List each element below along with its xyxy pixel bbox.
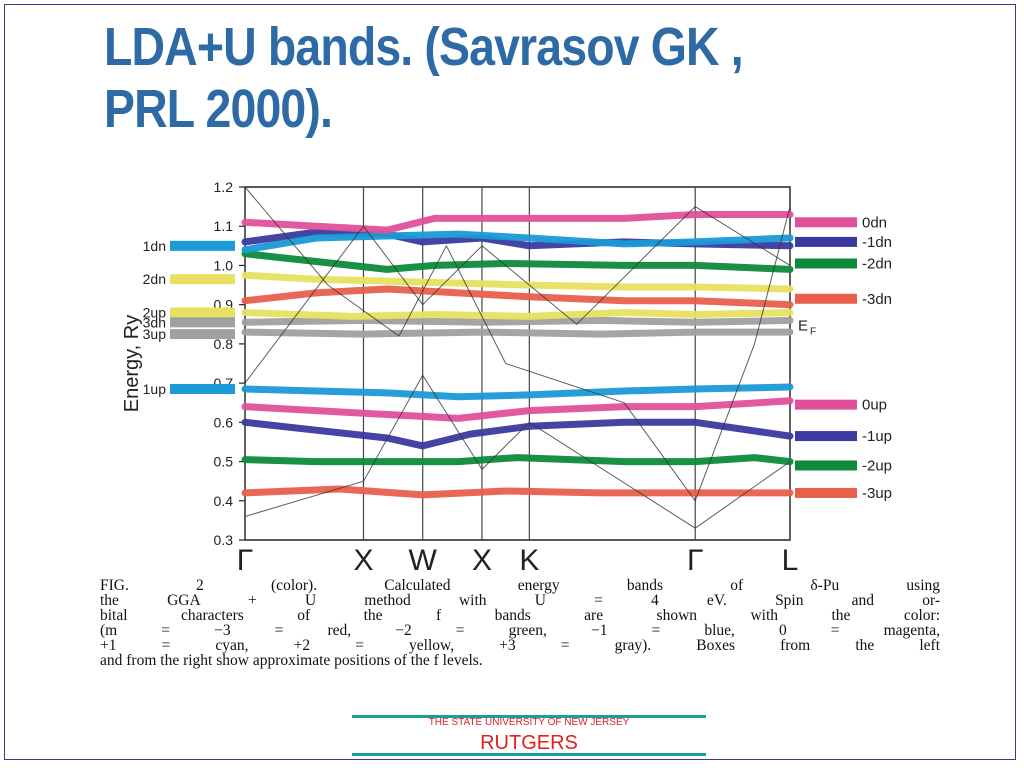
right-level-label: -3dn bbox=[862, 291, 892, 308]
right-level-label: -1dn bbox=[862, 234, 892, 251]
figure-caption: FIG. 2 (color). Calculated energy bands … bbox=[100, 577, 940, 669]
f-band-magenta bbox=[241, 397, 794, 422]
kpoint-label: X bbox=[353, 544, 373, 575]
right-level-label: -2up bbox=[862, 457, 892, 474]
footer-rule-bottom bbox=[352, 753, 706, 756]
caption-line: FIG. 2 (color). Calculated energy bands … bbox=[100, 577, 940, 594]
band-line bbox=[244, 186, 791, 502]
f-band-green bbox=[241, 250, 794, 273]
f-band-magenta bbox=[241, 211, 794, 234]
footer-rutgers: RUTGERS bbox=[480, 732, 578, 754]
caption-line: +1 = cyan, +2 = yellow, +3 = gray). Boxe… bbox=[100, 637, 940, 654]
fermi-subscript: F bbox=[810, 326, 816, 337]
caption-line: bital characters of the f bands are show… bbox=[100, 607, 940, 624]
f-band-red bbox=[241, 285, 794, 309]
f-band-cyan bbox=[241, 383, 794, 401]
right-level-box bbox=[795, 217, 857, 228]
y-tick-label: 0.8 bbox=[214, 336, 234, 352]
y-tick-label: 0.4 bbox=[214, 493, 234, 509]
fermi-label: E bbox=[798, 317, 808, 334]
left-level-label: 2up bbox=[143, 305, 167, 321]
right-level-box bbox=[795, 236, 857, 247]
y-tick-label: 0.6 bbox=[214, 414, 234, 430]
left-level-label: 1dn bbox=[143, 238, 166, 254]
right-level-box bbox=[795, 487, 857, 498]
left-level-box bbox=[170, 317, 235, 328]
y-axis-label: Energy, Ry bbox=[121, 315, 143, 412]
left-level-label: 3dn bbox=[143, 314, 166, 330]
caption-line: (m = −3 = red, −2 = green, −1 = blue, 0 … bbox=[100, 622, 940, 639]
f-band-yellow bbox=[241, 271, 794, 293]
band-structure-figure: Energy, Ry 0.3 0.4 0.5 0.6 0.7 0.8 0.9 1.0 1.1 1.2… bbox=[100, 175, 970, 675]
right-level-label: -1up bbox=[862, 428, 892, 445]
footer-logo: THE STATE UNIVERSITY OF NEW JERSEY RUTGE… bbox=[352, 713, 706, 757]
y-tick-label: 0.5 bbox=[214, 454, 234, 470]
y-tick-label: 0.3 bbox=[214, 532, 234, 548]
kpoint-label: K bbox=[519, 544, 539, 575]
caption-line: and from the right show approximate posi… bbox=[100, 652, 483, 669]
left-level-box bbox=[170, 240, 235, 251]
right-level-box bbox=[795, 399, 857, 410]
right-level-label: 0dn bbox=[862, 214, 887, 231]
y-tick-label: 1.0 bbox=[214, 257, 234, 273]
band-structure-chart: Energy, Ry0.30.40.50.60.70.80.91.01.11.2… bbox=[121, 179, 892, 575]
slide-title: LDA+U bands. (Savrasov GK , PRL 2000). bbox=[104, 17, 744, 139]
left-level-box bbox=[170, 274, 235, 285]
f-band-cyan bbox=[241, 230, 794, 254]
right-level-label: -2dn bbox=[862, 255, 892, 272]
f-band-gray bbox=[241, 316, 794, 326]
f-band-green bbox=[241, 454, 794, 466]
right-level-box bbox=[795, 293, 857, 304]
left-level-label: 3up bbox=[143, 326, 167, 342]
right-level-label: 0up bbox=[862, 397, 887, 414]
band-line bbox=[244, 374, 791, 529]
kpoint-label: Γ bbox=[687, 544, 704, 575]
kpoint-label: W bbox=[409, 544, 438, 575]
kpoint-label: Γ bbox=[237, 544, 254, 575]
f-band-red bbox=[241, 485, 794, 499]
f-band-yellow bbox=[241, 309, 794, 320]
right-level-box bbox=[795, 460, 857, 471]
kpoint-label: X bbox=[472, 544, 492, 575]
right-level-label: -3up bbox=[862, 485, 892, 502]
band-line bbox=[244, 206, 791, 384]
y-tick-label: 1.2 bbox=[214, 179, 234, 195]
caption-line: the GGA + U method with U = 4 eV. Spin a… bbox=[100, 592, 940, 609]
left-level-box bbox=[170, 383, 235, 394]
y-tick-label: 1.1 bbox=[214, 218, 234, 234]
left-level-label: 1up bbox=[143, 381, 167, 397]
left-level-box bbox=[170, 307, 235, 318]
f-band-gray bbox=[241, 328, 794, 338]
right-level-box bbox=[795, 431, 857, 442]
kpoint-label: L bbox=[782, 544, 799, 575]
slide-frame bbox=[4, 4, 1016, 760]
left-level-box bbox=[170, 329, 235, 340]
left-level-label: 2dn bbox=[143, 271, 166, 287]
right-level-box bbox=[795, 258, 857, 269]
f-band-blue bbox=[241, 418, 794, 450]
footer-university-name: THE STATE UNIVERSITY OF NEW JERSEY bbox=[428, 717, 630, 728]
footer-rule-top bbox=[352, 715, 706, 718]
